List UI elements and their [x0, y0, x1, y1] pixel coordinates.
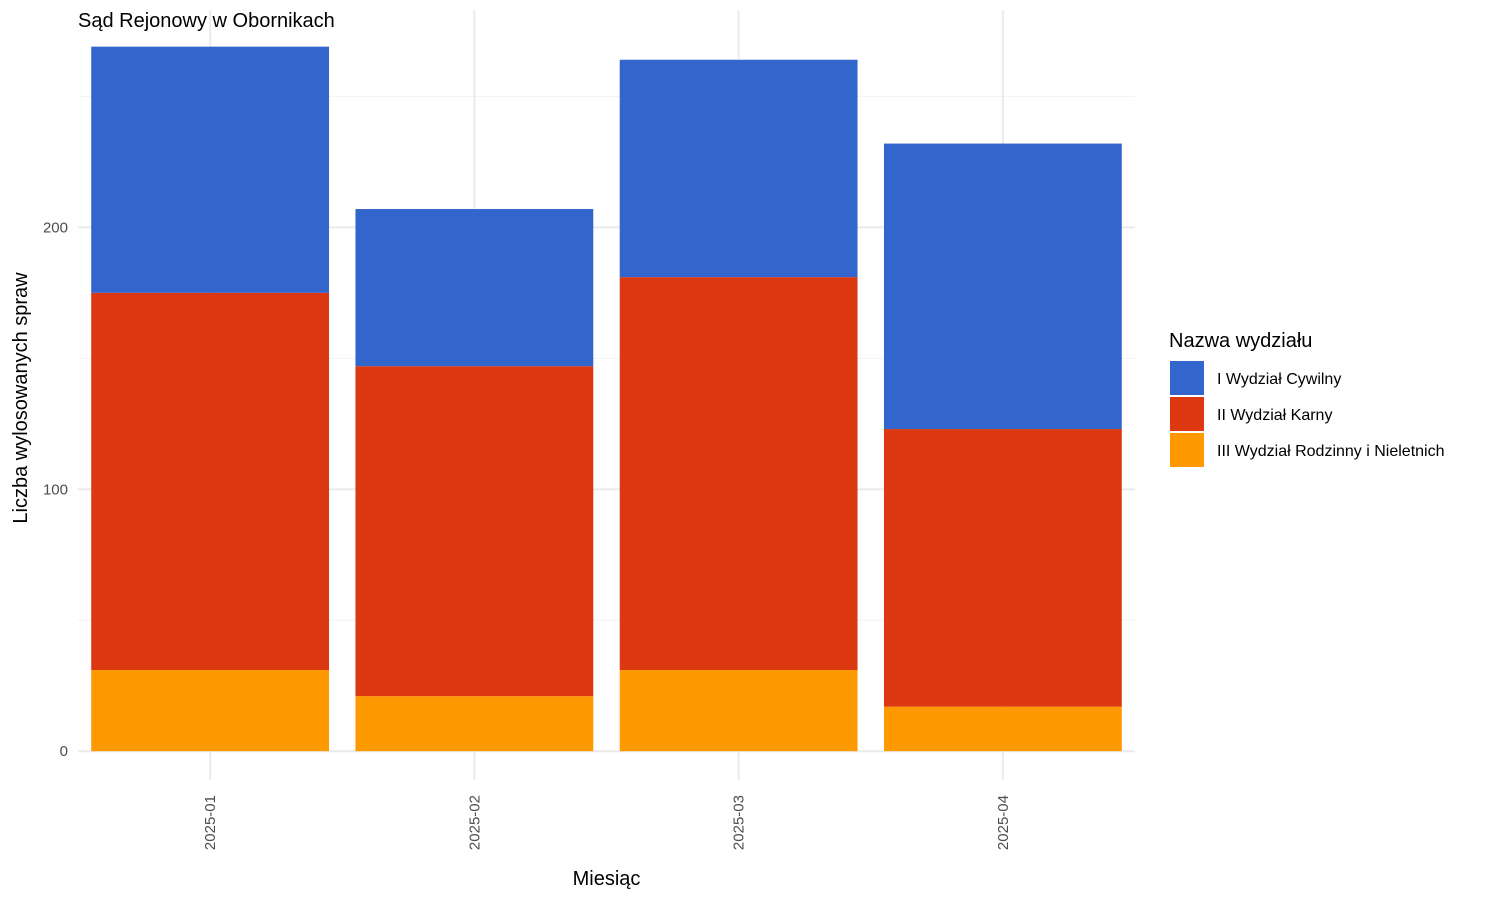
legend-label: III Wydział Rodzinny i Nieletnich — [1217, 443, 1445, 460]
y-tick-label: 200 — [43, 219, 68, 236]
x-axis-title: Miesiąc — [573, 868, 641, 890]
chart-title: Sąd Rejonowy w Obornikach — [78, 10, 335, 32]
legend-title: Nazwa wydziału — [1169, 330, 1312, 352]
bar-segment: 2025-02 — II Wydział Karny: 126 — [355, 366, 594, 697]
bar-segment: 2025-02 — III Wydział Rodzinny i Nieletn… — [355, 696, 594, 752]
legend-label: I Wydział Cywilny — [1217, 371, 1341, 388]
bar-segment: 2025-04 — I Wydział Cywilny: 109 — [883, 143, 1122, 430]
axes: 0 100 200 2025-01 2025-02 2025-03 2025-04 — [43, 219, 1012, 850]
bar-segment: 2025-02 — I Wydział Cywilny: 60 — [355, 209, 594, 367]
legend: Nazwa wydziału I Wydział Cywilny II Wydzi… — [1169, 330, 1445, 467]
bar-segment: 2025-04 — II Wydział Karny: 106 — [883, 429, 1122, 707]
bar-segment: 2025-03 — II Wydział Karny: 150 — [619, 277, 858, 670]
legend-key — [1170, 361, 1204, 395]
bar-segment: 2025-01 — III Wydział Rodzinny i Nieletn… — [91, 670, 330, 752]
bar-segment: 2025-01 — II Wydział Karny: 144 — [91, 292, 330, 670]
x-tick-label: 2025-03 — [731, 795, 748, 850]
bar-segment: 2025-03 — I Wydział Cywilny: 83 — [619, 59, 858, 278]
bar-segment: 2025-03 — III Wydział Rodzinny i Nieletn… — [619, 670, 858, 752]
y-tick-label: 0 — [60, 743, 68, 760]
bar-segment: 2025-04 — III Wydział Rodzinny i Nieletn… — [883, 706, 1122, 752]
bars: 2025-01 — III Wydział Rodzinny i Nieletn… — [91, 46, 1122, 752]
bar-segment: 2025-01 — I Wydział Cywilny: 94 — [91, 46, 330, 293]
x-tick-label: 2025-02 — [466, 795, 483, 850]
y-axis-title: Liczba wylosowanych spraw — [10, 272, 32, 524]
y-tick-label: 100 — [43, 481, 68, 498]
x-tick-label: 2025-04 — [995, 795, 1012, 850]
legend-key — [1170, 397, 1204, 431]
x-tick-label: 2025-01 — [202, 795, 219, 850]
legend-key — [1170, 433, 1204, 467]
legend-label: II Wydział Karny — [1217, 407, 1332, 424]
